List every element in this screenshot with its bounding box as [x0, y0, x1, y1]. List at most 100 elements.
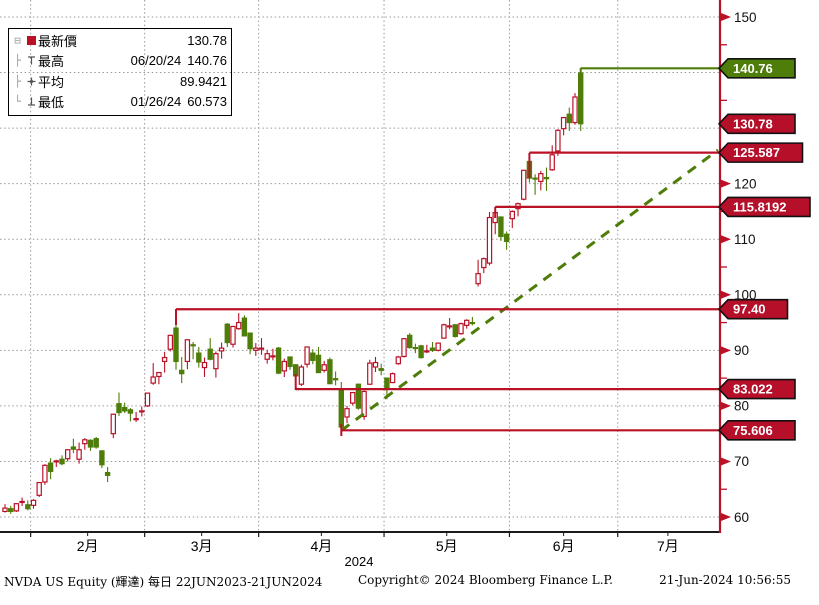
high-marker-icon: [24, 55, 38, 66]
last-price-square-icon: [24, 35, 38, 45]
candle-body: [350, 391, 356, 404]
price-badges-layer: 140.76 130.78 125.587 115.8192 97.40 83.022 75…: [717, 58, 811, 441]
candle: [304, 346, 310, 368]
candle: [344, 405, 350, 424]
candle-body: [99, 450, 105, 466]
candle: [121, 402, 128, 414]
candle-body: [327, 359, 333, 385]
y-tick-arrow-icon: [721, 13, 731, 21]
legend-value-high: 140.76: [187, 53, 227, 69]
candle: [270, 348, 276, 361]
candle-body: [121, 406, 128, 412]
y-tick-arrow-icon: [721, 346, 731, 355]
candle: [281, 358, 288, 378]
candle: [452, 324, 459, 338]
price-badge-shape: [717, 420, 796, 441]
candle-body: [281, 360, 288, 372]
month-label: 3月: [191, 538, 213, 554]
candle-body: [372, 361, 379, 368]
candle: [503, 231, 510, 250]
legend-date-low: 01/26/24: [130, 94, 182, 110]
candle: [464, 319, 470, 329]
candle-body: [213, 353, 219, 370]
candle-body: [70, 446, 77, 450]
legend-value-low: 60.573: [187, 94, 227, 110]
y-tick-label: 80: [734, 399, 749, 414]
candle: [258, 338, 265, 355]
candle-body: [275, 347, 282, 374]
candle: [355, 383, 362, 410]
candle-body: [509, 210, 516, 220]
price-badge-shape: [717, 113, 796, 135]
candle: [315, 347, 322, 374]
candle: [401, 338, 407, 358]
candle: [70, 438, 77, 454]
y-tick-arrow-icon: [721, 290, 731, 299]
candle: [367, 359, 373, 385]
legend-collapse-icon[interactable]: ⊟: [14, 33, 21, 47]
candle: [36, 481, 42, 498]
candle: [498, 216, 504, 241]
candle: [190, 342, 196, 360]
candle-body: [464, 319, 470, 326]
candle: [156, 371, 162, 385]
candle: [543, 167, 550, 191]
candle: [532, 174, 538, 195]
candle: [287, 356, 293, 370]
candle-body: [110, 413, 116, 435]
trendline: [340, 148, 719, 432]
y-tick-arrow-icon: [721, 513, 731, 522]
price-badge: 97.40: [717, 298, 789, 320]
annotations-layer: [175, 67, 720, 436]
price-badge-shape: [717, 196, 811, 218]
candle-body: [452, 324, 459, 338]
legend-tree-branch-icon: ├: [14, 54, 21, 68]
legend-label-low: 最低: [38, 95, 65, 111]
candle: [412, 343, 419, 354]
candle: [429, 342, 436, 353]
y-tick-label: 100: [734, 288, 757, 303]
candle: [76, 442, 82, 464]
price-badge: 83.022: [717, 378, 796, 400]
legend-row-average: ├ 平均 89.9421: [11, 71, 227, 92]
candle: [577, 68, 584, 131]
candle: [64, 449, 71, 462]
candle: [441, 323, 447, 339]
y-tick-arrow-icon: [721, 457, 731, 466]
candle-body: [201, 361, 208, 369]
price-badge-label: 97.40: [733, 302, 766, 317]
candle: [458, 322, 464, 335]
candle: [59, 455, 65, 466]
legend-box[interactable]: ⊟ 最新價 130.78 ├ 最高 06/20/24 140.76 ├ 平均 8…: [8, 28, 232, 116]
candle: [560, 116, 567, 136]
candle-body: [218, 347, 225, 352]
candle-body: [395, 356, 402, 365]
candle-body: [475, 273, 481, 285]
candle: [566, 107, 573, 131]
candle: [230, 325, 236, 348]
legend-label-last: 最新價: [38, 33, 78, 49]
candle-body: [19, 500, 25, 504]
candle: [236, 313, 242, 330]
candle-body: [139, 410, 145, 413]
copyright-text: Copyright© 2024 Bloomberg Finance L.P.: [358, 573, 613, 587]
y-tick-arrow-icon: [721, 401, 731, 410]
candle: [99, 450, 105, 469]
candle: [167, 334, 173, 352]
candle-body: [367, 362, 373, 385]
candle: [196, 347, 202, 368]
candle: [310, 349, 316, 365]
candle-body: [344, 408, 350, 418]
y-tick-label: 60: [734, 510, 749, 525]
candle-body: [207, 348, 213, 360]
price-badge: 125.587: [717, 142, 804, 163]
legend-row-last: ⊟ 最新價 130.78: [11, 30, 227, 51]
candle: [25, 500, 31, 511]
candle: [332, 371, 339, 386]
candle-body: [2, 507, 8, 513]
axes-layer: 2月 3月 4月 5月 6月 7月 2024 150 120 110 100 90 80 70 60: [0, 0, 757, 569]
candle-body: [532, 177, 538, 180]
candle-body: [253, 347, 259, 351]
price-badge-label: 130.78: [733, 116, 773, 131]
